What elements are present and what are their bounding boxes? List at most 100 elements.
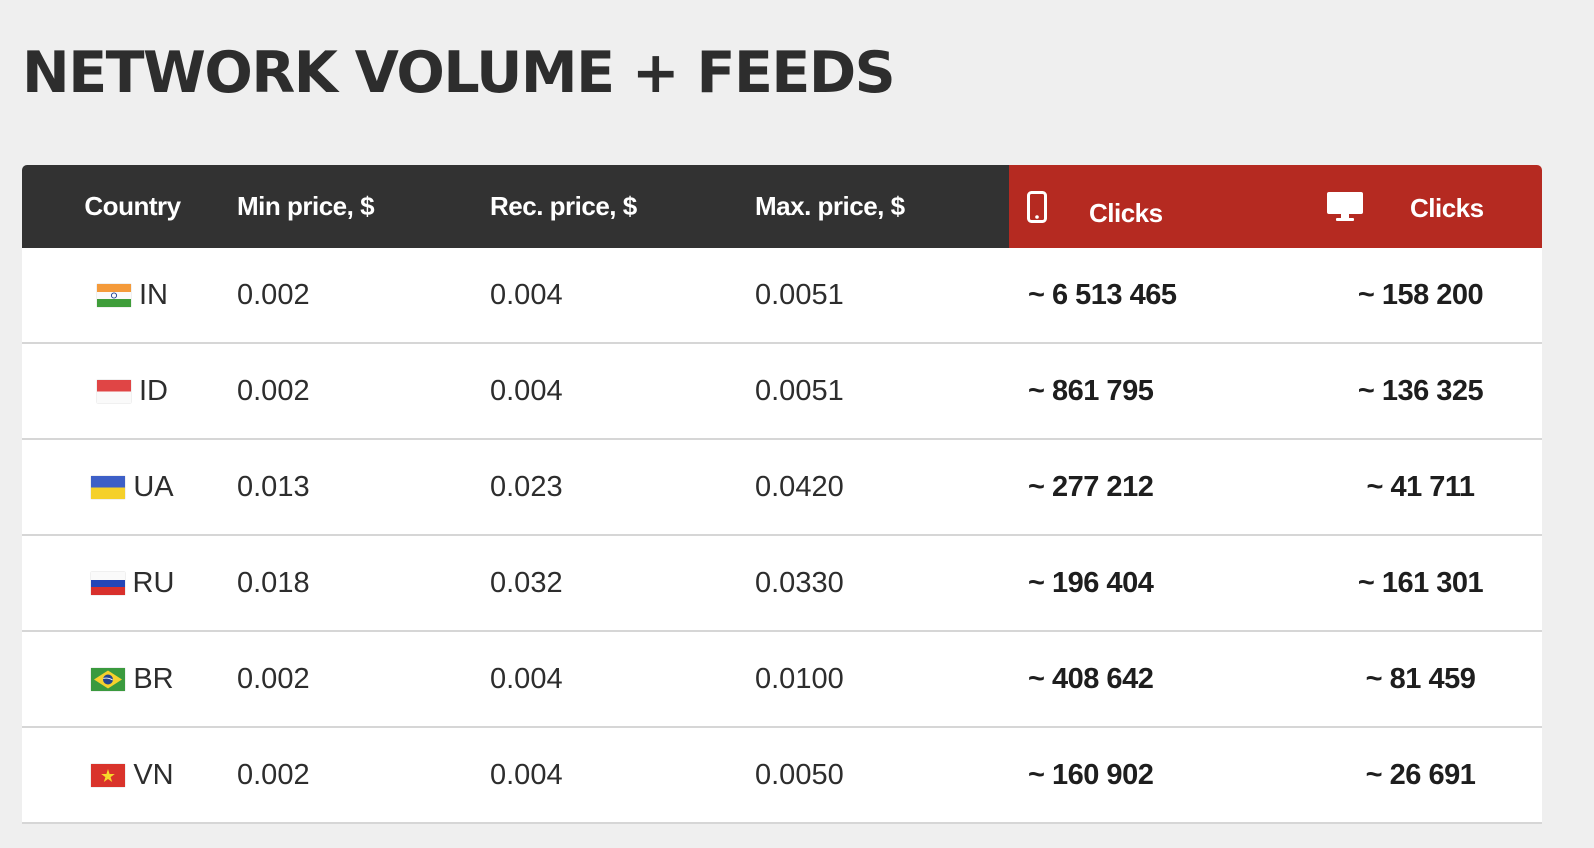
brazil-flag-icon: [91, 667, 126, 691]
header-rec-price-label: Rec. price, $: [490, 191, 637, 221]
header-mobile-clicks-label: Clicks: [1089, 198, 1163, 228]
country-cell: ID: [22, 344, 237, 438]
header-country[interactable]: Country: [22, 165, 237, 248]
country-code: IN: [139, 278, 168, 311]
rec-price-value: 0.004: [490, 374, 563, 407]
desktop-clicks-cell: ~ 41 711: [1309, 440, 1542, 534]
max-price-cell: 0.0330: [755, 536, 1009, 630]
mobile-clicks-value: ~ 196 404: [1028, 566, 1154, 599]
desktop-clicks-cell: ~ 161 301: [1309, 536, 1542, 630]
min-price-cell: 0.013: [237, 440, 490, 534]
country-code: RU: [132, 566, 175, 599]
rec-price-cell: 0.004: [490, 344, 755, 438]
mobile-clicks-cell: ~ 277 212: [1009, 440, 1309, 534]
country-code: BR: [133, 662, 174, 695]
table-row: ID 0.002 0.004 0.0051 ~ 861 795 ~ 136 32…: [22, 344, 1542, 440]
country-code: VN: [133, 758, 174, 791]
mobile-clicks-value: ~ 277 212: [1028, 470, 1154, 503]
desktop-monitor-icon: [1326, 191, 1364, 223]
mobile-clicks-cell: ~ 196 404: [1009, 536, 1309, 630]
header-rec-price[interactable]: Rec. price, $: [490, 165, 755, 248]
mobile-clicks-value: ~ 408 642: [1028, 662, 1154, 695]
rec-price-cell: 0.004: [490, 248, 755, 342]
min-price-cell: 0.002: [237, 632, 490, 726]
country-code: ID: [139, 374, 168, 407]
max-price-cell: 0.0051: [755, 344, 1009, 438]
india-flag-icon: [97, 283, 131, 307]
header-max-price[interactable]: Max. price, $: [755, 165, 1009, 248]
header-min-price[interactable]: Min price, $: [237, 165, 490, 248]
min-price-cell: 0.002: [237, 248, 490, 342]
mobile-clicks-value: ~ 6 513 465: [1028, 278, 1177, 311]
max-price-cell: 0.0051: [755, 248, 1009, 342]
network-volume-table: Country Min price, $ Rec. price, $ Max. …: [22, 165, 1542, 824]
header-max-price-label: Max. price, $: [755, 191, 905, 221]
max-price-value: 0.0330: [755, 566, 844, 599]
country-cell: BR: [22, 632, 237, 726]
table-row: IN 0.002 0.004 0.0051 ~ 6 513 465 ~ 158 …: [22, 248, 1542, 344]
desktop-clicks-cell: ~ 81 459: [1309, 632, 1542, 726]
desktop-clicks-value: ~ 41 711: [1366, 470, 1475, 503]
max-price-value: 0.0050: [755, 758, 844, 791]
mobile-clicks-cell: ~ 408 642: [1009, 632, 1309, 726]
max-price-value: 0.0100: [755, 662, 844, 695]
rec-price-cell: 0.004: [490, 632, 755, 726]
rec-price-cell: 0.032: [490, 536, 755, 630]
mobile-clicks-value: ~ 861 795: [1028, 374, 1154, 407]
max-price-value: 0.0051: [755, 374, 844, 407]
min-price-cell: 0.002: [237, 344, 490, 438]
rec-price-value: 0.004: [490, 758, 563, 791]
min-price-value: 0.018: [237, 566, 310, 599]
desktop-clicks-cell: ~ 158 200: [1309, 248, 1542, 342]
country-cell: IN: [22, 248, 237, 342]
mobile-clicks-cell: ~ 861 795: [1009, 344, 1309, 438]
russia-flag-icon: [90, 571, 125, 595]
page-title: NETWORK VOLUME + FEEDS: [22, 40, 896, 106]
desktop-clicks-cell: ~ 26 691: [1309, 728, 1542, 822]
table-header: Country Min price, $ Rec. price, $ Max. …: [22, 165, 1542, 248]
header-country-label: Country: [84, 191, 181, 221]
desktop-clicks-value: ~ 26 691: [1365, 758, 1476, 791]
header-desktop-clicks[interactable]: Clicks: [1309, 165, 1542, 248]
table-row: UA 0.013 0.023 0.0420 ~ 277 212 ~ 41 711: [22, 440, 1542, 536]
header-mobile-clicks[interactable]: Clicks: [1009, 165, 1309, 248]
min-price-value: 0.013: [237, 470, 310, 503]
desktop-clicks-value: ~ 161 301: [1357, 566, 1484, 599]
min-price-cell: 0.018: [237, 536, 490, 630]
max-price-cell: 0.0050: [755, 728, 1009, 822]
country-cell: UA: [22, 440, 237, 534]
min-price-cell: 0.002: [237, 728, 490, 822]
min-price-value: 0.002: [237, 278, 310, 311]
max-price-value: 0.0051: [755, 278, 844, 311]
table-row: RU 0.018 0.032 0.0330 ~ 196 404 ~ 161 30…: [22, 536, 1542, 632]
mobile-clicks-cell: ~ 160 902: [1009, 728, 1309, 822]
mobile-clicks-value: ~ 160 902: [1028, 758, 1154, 791]
max-price-value: 0.0420: [755, 470, 844, 503]
table-row: BR 0.002 0.004 0.0100 ~ 408 642 ~ 81 459: [22, 632, 1542, 728]
min-price-value: 0.002: [237, 374, 310, 407]
vietnam-flag-icon: [91, 763, 126, 787]
rec-price-value: 0.004: [490, 662, 563, 695]
header-min-price-label: Min price, $: [237, 191, 375, 221]
header-desktop-clicks-label: Clicks: [1410, 193, 1484, 223]
rec-price-cell: 0.023: [490, 440, 755, 534]
max-price-cell: 0.0420: [755, 440, 1009, 534]
max-price-cell: 0.0100: [755, 632, 1009, 726]
mobile-phone-icon: [1027, 190, 1047, 223]
table-body: IN 0.002 0.004 0.0051 ~ 6 513 465 ~ 158 …: [22, 248, 1542, 824]
country-cell: RU: [22, 536, 237, 630]
desktop-clicks-value: ~ 81 459: [1365, 662, 1476, 695]
min-price-value: 0.002: [237, 662, 310, 695]
mobile-clicks-cell: ~ 6 513 465: [1009, 248, 1309, 342]
rec-price-value: 0.032: [490, 566, 563, 599]
rec-price-value: 0.004: [490, 278, 563, 311]
rec-price-cell: 0.004: [490, 728, 755, 822]
country-cell: VN: [22, 728, 237, 822]
desktop-clicks-value: ~ 136 325: [1357, 374, 1484, 407]
rec-price-value: 0.023: [490, 470, 563, 503]
desktop-clicks-value: ~ 158 200: [1357, 278, 1484, 311]
country-code: UA: [133, 470, 174, 503]
ukraine-flag-icon: [91, 475, 126, 499]
desktop-clicks-cell: ~ 136 325: [1309, 344, 1542, 438]
indonesia-flag-icon: [97, 379, 131, 403]
